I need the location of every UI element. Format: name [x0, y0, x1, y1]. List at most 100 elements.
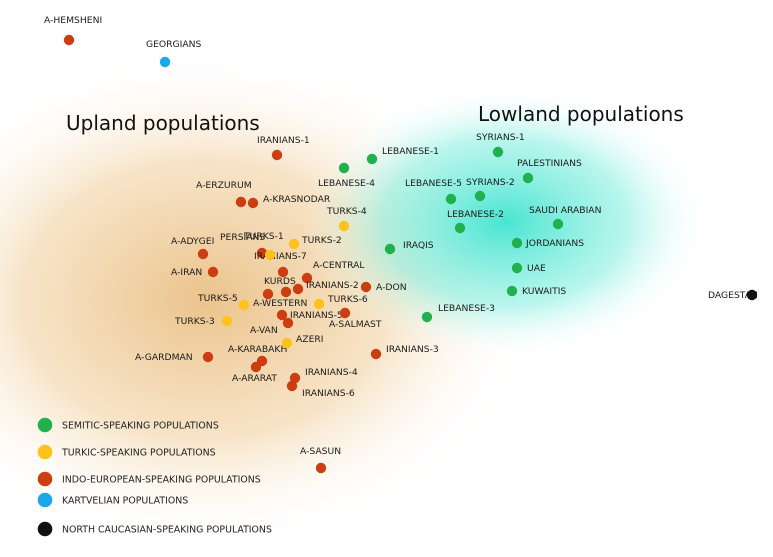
- label-lebanese-3: LEBANESE-3: [438, 303, 495, 314]
- point-lebanese-5: [445, 193, 457, 205]
- label-turks-1: TURKS-1: [243, 231, 284, 242]
- label-a-gardman: A-GARDMAN: [135, 352, 193, 363]
- label-turks-4: TURKS-4: [326, 206, 367, 217]
- point-turks-4: [338, 220, 350, 232]
- scatter-points: A-HEMSHENI GEORGIANS DAGESTAN IRANIANS-1 A-E…: [44, 15, 758, 474]
- point-lebanese-4: [338, 162, 350, 174]
- point-a-don: [360, 281, 372, 293]
- legend-label-semitic: SEMITIC-SPEAKING POPULATIONS: [62, 421, 219, 432]
- label-syrians-2: SYRIANS-2: [466, 177, 515, 188]
- label-turks-2: TURKS-2: [301, 235, 342, 246]
- label-persians: PERSIANS: [220, 232, 265, 243]
- label-syrians-1: SYRIANS-1: [476, 132, 525, 143]
- label-a-karabakh: A-KARABAKH: [228, 344, 287, 355]
- label-saudi-arabian: SAUDI ARABIAN: [529, 205, 601, 216]
- label-iranians-7: IRANIANS-7: [254, 251, 307, 262]
- point-a-adygei: [197, 248, 209, 260]
- point-syrians-1: [492, 146, 504, 158]
- label-a-salmast: A-SALMAST: [329, 319, 382, 330]
- legend-marker-turkic: [37, 444, 53, 460]
- label-a-sasun: A-SASUN: [300, 446, 341, 457]
- point-turks-3: [221, 315, 233, 327]
- region-backgrounds: [0, 50, 710, 550]
- point-azeri: [281, 337, 293, 349]
- legend-marker-caucasian: [37, 521, 53, 537]
- label-iraqis: IRAQIS: [403, 240, 434, 251]
- label-jordanians: JORDANIANS: [525, 238, 584, 249]
- point-iranians-1: [271, 149, 283, 161]
- label-a-western: A-WESTERN: [253, 298, 307, 309]
- label-iranians-3: IRANIANS-3: [386, 344, 439, 355]
- point-a-gardman: [202, 351, 214, 363]
- point-saudi-arabian: [552, 218, 564, 230]
- point-georgians: [159, 56, 171, 68]
- legend: SEMITIC-SPEAKING POPULATIONS TURKIC-SPEAK…: [37, 417, 272, 537]
- point-jordanians: [511, 237, 523, 249]
- label-a-erzurum: A-ERZURUM: [196, 180, 252, 191]
- label-azeri: AZERI: [296, 334, 323, 345]
- point-turks-5: [238, 299, 250, 311]
- point-syrians-2: [474, 190, 486, 202]
- label-a-hemsheni: A-HEMSHENI: [44, 15, 102, 26]
- legend-marker-kartvelian: [37, 492, 53, 508]
- point-iranians-3: [370, 348, 382, 360]
- point-a-krasnodar: [247, 197, 259, 209]
- point-dagestan: [746, 289, 758, 301]
- legend-marker-indo: [37, 471, 53, 487]
- point-turks-6: [313, 298, 325, 310]
- point-a-ararat: [250, 361, 262, 373]
- label-uae: UAE: [527, 263, 546, 274]
- label-a-krasnodar: A-KRASNODAR: [263, 194, 331, 205]
- point-a-salmast: [339, 307, 351, 319]
- label-iranians-5: IRANIANS-5: [290, 310, 343, 321]
- point-a-central: [301, 272, 313, 284]
- point-lebanese-1: [366, 153, 378, 165]
- label-iranians-1: IRANIANS-1: [257, 135, 310, 146]
- label-lebanese-2: LEBANESE-2: [447, 209, 504, 220]
- label-turks-3: TURKS-3: [174, 316, 215, 327]
- lowland-region-shade: [300, 84, 710, 360]
- label-palestinians: PALESTINIANS: [517, 158, 582, 169]
- label-a-van: A-VAN: [250, 325, 278, 336]
- point-uae: [511, 262, 523, 274]
- point-a-van: [282, 317, 294, 329]
- upland-region-title: Upland populations: [66, 111, 260, 135]
- label-iranians-2: IRANIANS-2: [306, 280, 359, 291]
- label-a-ararat: A-ARARAT: [232, 373, 277, 384]
- point-iranians-7: [277, 266, 289, 278]
- point-persians: [256, 247, 268, 259]
- label-a-don: A-DON: [376, 282, 407, 293]
- point-iranians-5: [276, 309, 288, 321]
- point-lebanese-3: [421, 311, 433, 323]
- legend-label-kartvelian: KARTVELIAN POPULATIONS: [62, 496, 188, 507]
- label-iranians-4: IRANIANS-4: [305, 367, 358, 378]
- point-iranians-4: [289, 372, 301, 384]
- point-a-western: [280, 286, 292, 298]
- label-a-adygei: A-ADYGEI: [171, 236, 214, 247]
- point-turks-2: [288, 238, 300, 250]
- lowland-region-title: Lowland populations: [478, 102, 684, 126]
- point-palestinians: [522, 172, 534, 184]
- point-kurds: [262, 288, 274, 300]
- point-iranians-2: [292, 283, 304, 295]
- label-turks-6: TURKS-6: [327, 294, 368, 305]
- point-iraqis: [384, 243, 396, 255]
- point-a-sasun: [315, 462, 327, 474]
- label-a-iran: A-IRAN: [171, 267, 202, 278]
- point-a-erzurum: [235, 196, 247, 208]
- label-georgians: GEORGIANS: [146, 39, 202, 50]
- label-lebanese-4: LEBANESE-4: [318, 178, 375, 189]
- point-kuwaitis: [506, 285, 518, 297]
- label-dagestan: DAGESTAN: [708, 290, 758, 301]
- label-a-central: A-CENTRAL: [313, 260, 365, 271]
- point-a-iran: [207, 266, 219, 278]
- legend-label-turkic: TURKIC-SPEAKING POPULATIONS: [61, 448, 216, 459]
- point-iranians-6: [286, 380, 298, 392]
- label-kuwaitis: KUWAITIS: [522, 286, 566, 297]
- point-a-hemsheni: [63, 34, 75, 46]
- label-iranians-6: IRANIANS-6: [302, 388, 355, 399]
- legend-label-indo: INDO-EUROPEAN-SPEAKING POPULATIONS: [62, 475, 261, 486]
- label-lebanese-1: LEBANESE-1: [382, 146, 439, 157]
- label-lebanese-5: LEBANESE-5: [405, 178, 462, 189]
